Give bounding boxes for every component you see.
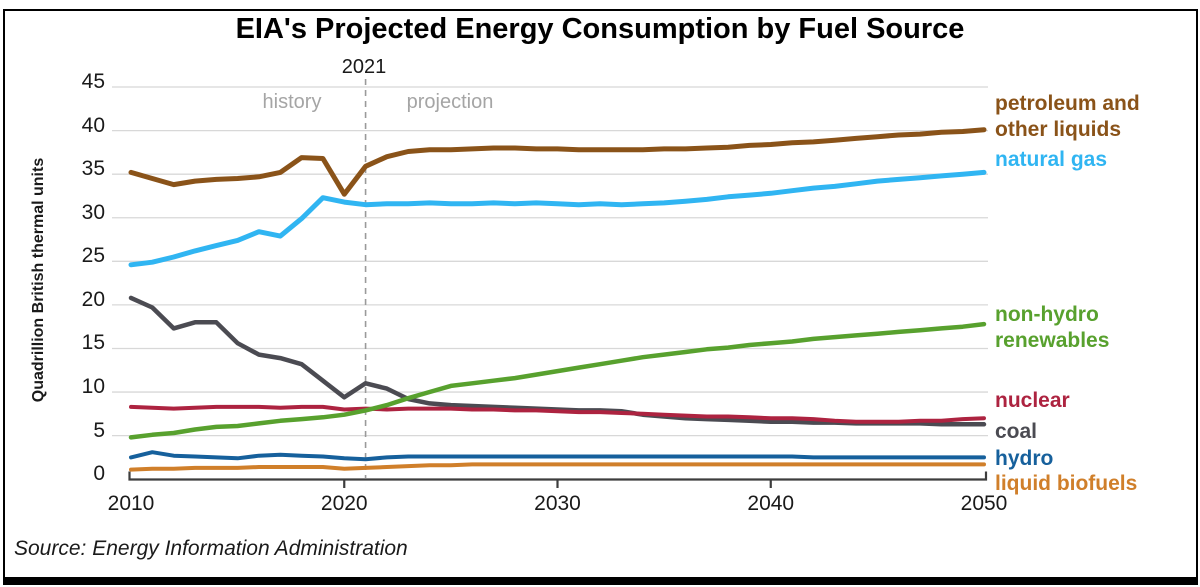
x-axis-line bbox=[128, 471, 988, 481]
source-note: Source: Energy Information Administratio… bbox=[14, 537, 408, 560]
x-tick-label-2020: 2020 bbox=[320, 492, 368, 515]
series-label-natural_gas: natural gas bbox=[995, 148, 1108, 171]
x-tick-label-2050: 2050 bbox=[960, 492, 1008, 515]
y-tick-label-15: 15 bbox=[81, 331, 105, 355]
x-tick-label-2030: 2030 bbox=[534, 492, 581, 515]
x-tick-label-2040: 2040 bbox=[747, 492, 795, 515]
series-label-renewables: non-hydro renewables bbox=[995, 303, 1110, 352]
history-label: history bbox=[262, 91, 322, 113]
projection-label: projection bbox=[406, 91, 494, 113]
series-label-hydro: hydro bbox=[995, 447, 1054, 470]
series-line-biofuels bbox=[129, 462, 986, 472]
y-tick-label-5: 5 bbox=[93, 418, 105, 442]
y-tick-label-25: 25 bbox=[81, 244, 105, 268]
series-line-nuclear bbox=[129, 404, 986, 424]
chart-title: EIA's Projected Energy Consumption by Fu… bbox=[235, 13, 965, 45]
y-tick-label-30: 30 bbox=[81, 200, 105, 224]
series-label-coal: coal bbox=[995, 420, 1038, 443]
boundary-year-label: 2021 bbox=[341, 56, 387, 78]
y-tick-label-45: 45 bbox=[81, 70, 105, 94]
y-tick-label-35: 35 bbox=[81, 157, 105, 181]
series-label-nuclear: nuclear bbox=[995, 389, 1070, 412]
y-tick-label-40: 40 bbox=[81, 113, 105, 137]
series-line-hydro bbox=[129, 450, 986, 462]
y-axis-title: Quadrillion British thermal units bbox=[30, 157, 47, 403]
series-line-renewables bbox=[128, 321, 987, 440]
series-line-natural_gas bbox=[128, 169, 987, 268]
y-tick-label-0: 0 bbox=[93, 462, 105, 486]
y-tick-label-10: 10 bbox=[81, 375, 105, 399]
x-tick-label-2010: 2010 bbox=[107, 492, 155, 515]
series-line-petroleum bbox=[128, 127, 987, 197]
y-tick-label-20: 20 bbox=[81, 287, 105, 311]
series-label-petroleum: petroleum and other liquids bbox=[995, 92, 1140, 141]
series-label-biofuels: liquid biofuels bbox=[995, 472, 1138, 495]
